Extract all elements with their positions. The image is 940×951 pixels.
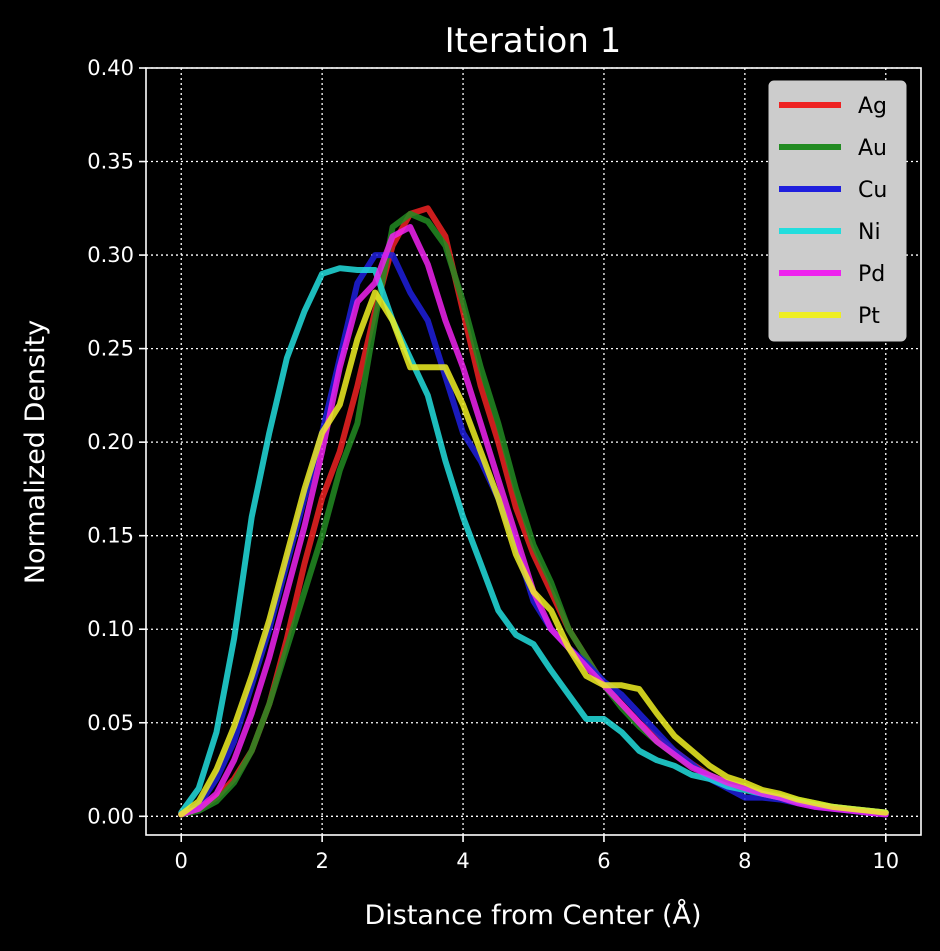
legend-label-au: Au	[858, 136, 887, 161]
x-tick-label: 2	[315, 849, 328, 873]
y-tick-label: 0.05	[87, 711, 134, 735]
legend-label-pd: Pd	[858, 262, 885, 287]
x-axis-ticks: 0 2 4 6 8 10	[175, 835, 899, 873]
y-tick-label: 0.15	[87, 524, 134, 548]
x-axis-label: Distance from Center (Å)	[364, 899, 701, 931]
y-tick-label: 0.25	[87, 337, 134, 361]
x-tick-label: 6	[597, 849, 610, 873]
legend-label-cu: Cu	[858, 178, 887, 203]
series-lines	[178, 205, 889, 818]
x-tick-label: 4	[456, 849, 469, 873]
legend-label-ni: Ni	[858, 220, 881, 245]
y-tick-label: 0.10	[87, 617, 134, 641]
y-tick-label: 0.00	[87, 804, 134, 828]
y-tick-label: 0.30	[87, 243, 134, 267]
legend-label-ag: Ag	[858, 94, 887, 119]
legend: Ag Au Cu Ni Pd Pt	[768, 80, 907, 342]
chart-title: Iteration 1	[445, 21, 622, 61]
y-axis-ticks: 0.00 0.05 0.10 0.15 0.20 0.25 0.30 0.35 0.40	[87, 56, 146, 828]
legend-box	[768, 80, 907, 342]
legend-label-pt: Pt	[858, 304, 880, 329]
x-tick-label: 8	[738, 849, 751, 873]
x-tick-label: 10	[872, 849, 899, 873]
plot-frame	[145, 67, 922, 836]
y-tick-label: 0.40	[87, 56, 134, 80]
y-tick-label: 0.20	[87, 430, 134, 454]
y-tick-label: 0.35	[87, 150, 134, 174]
x-tick-label: 0	[175, 849, 188, 873]
series-line-pt	[178, 289, 889, 818]
y-axis-label: Normalized Density	[20, 320, 51, 584]
